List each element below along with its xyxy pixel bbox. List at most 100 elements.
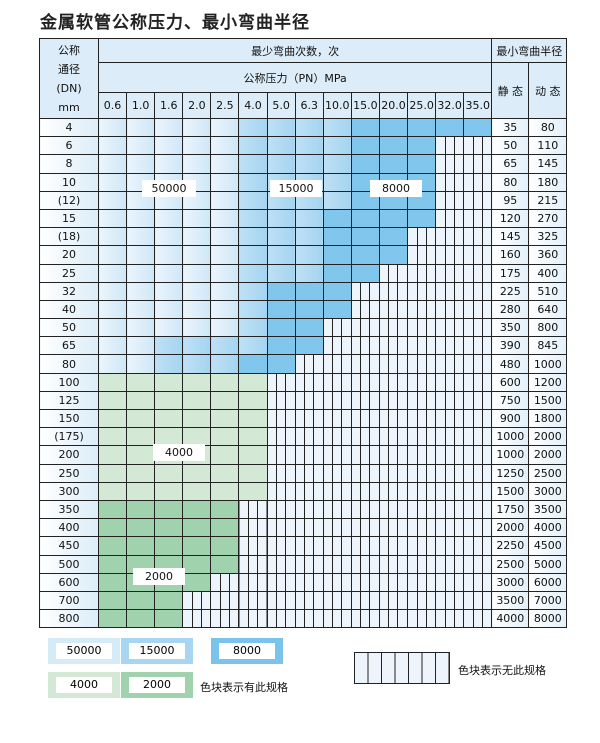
static-radius: 750 bbox=[491, 390, 530, 411]
no-spec-cell bbox=[407, 227, 437, 247]
no-spec-cell bbox=[294, 518, 324, 538]
spec-cell bbox=[182, 318, 212, 338]
region-label-2000: 2000 bbox=[133, 568, 185, 585]
dynamic-radius: 400 bbox=[528, 263, 568, 283]
spec-cell bbox=[126, 590, 156, 611]
static-radius: 1500 bbox=[491, 481, 530, 501]
no-spec-cell bbox=[322, 572, 352, 592]
table-row: 25 175 400 bbox=[39, 263, 568, 283]
dynamic-header: 动 态 bbox=[528, 62, 568, 119]
spec-cell bbox=[238, 154, 268, 174]
no-spec-cell bbox=[350, 481, 380, 501]
spec-cell bbox=[97, 117, 128, 138]
spec-cell bbox=[126, 609, 156, 629]
pressure-col-header: 5.0 bbox=[266, 92, 296, 119]
dynamic-radius: 80 bbox=[528, 117, 568, 138]
spec-cell bbox=[294, 117, 324, 138]
spec-cell bbox=[126, 136, 156, 156]
dynamic-radius: 270 bbox=[528, 208, 568, 229]
no-spec-cell bbox=[294, 554, 324, 574]
spec-cell bbox=[154, 281, 184, 301]
spec-cell bbox=[126, 408, 156, 429]
spec-cell bbox=[126, 299, 156, 320]
no-spec-cell bbox=[463, 572, 493, 592]
dn-cell: 65 bbox=[39, 336, 99, 356]
no-spec-cell bbox=[463, 536, 493, 556]
dynamic-radius: 360 bbox=[528, 245, 568, 265]
spec-cell bbox=[154, 336, 184, 356]
spec-cell bbox=[266, 318, 296, 338]
no-spec-cell bbox=[266, 554, 296, 574]
spec-cell bbox=[350, 263, 380, 283]
spec-cell bbox=[182, 554, 212, 574]
pressure-col-header: 0.6 bbox=[97, 92, 128, 119]
dn-cell: 20 bbox=[39, 245, 99, 265]
spec-cell bbox=[210, 208, 240, 229]
spec-cell bbox=[238, 136, 268, 156]
spec-cell bbox=[407, 117, 437, 138]
static-radius: 175 bbox=[491, 263, 530, 283]
spec-cell bbox=[154, 136, 184, 156]
no-spec-cell bbox=[435, 227, 465, 247]
no-spec-cell bbox=[210, 609, 240, 629]
no-spec-cell bbox=[407, 572, 437, 592]
no-spec-cell bbox=[463, 172, 493, 192]
spec-cell bbox=[126, 445, 156, 465]
spec-cell bbox=[322, 208, 352, 229]
spec-cell bbox=[266, 263, 296, 283]
spec-cell bbox=[97, 208, 128, 229]
no-spec-cell bbox=[407, 299, 437, 320]
spec-cell bbox=[210, 445, 240, 465]
no-spec-cell bbox=[378, 536, 409, 556]
no-spec-cell bbox=[378, 281, 409, 301]
spec-cell bbox=[266, 354, 296, 374]
table-row: (18) 145 325 bbox=[39, 227, 568, 247]
spec-cell bbox=[210, 518, 240, 538]
spec-cell bbox=[182, 136, 212, 156]
no-spec-cell bbox=[463, 208, 493, 229]
spec-cell bbox=[294, 281, 324, 301]
no-spec-cell bbox=[294, 390, 324, 411]
spec-cell bbox=[210, 536, 240, 556]
dn-header: 公称 通径 (DN) mm bbox=[39, 38, 99, 119]
no-spec-cell bbox=[435, 354, 465, 374]
no-spec-cell bbox=[266, 445, 296, 465]
spec-cell bbox=[97, 554, 128, 574]
no-spec-cell bbox=[407, 499, 437, 520]
no-spec-cell bbox=[350, 518, 380, 538]
spec-cell bbox=[182, 463, 212, 483]
no-spec-cell bbox=[378, 518, 409, 538]
no-spec-cell bbox=[435, 518, 465, 538]
dynamic-radius: 1500 bbox=[528, 390, 568, 411]
spec-cell bbox=[126, 390, 156, 411]
dn-cell: 300 bbox=[39, 481, 99, 501]
no-spec-cell bbox=[463, 463, 493, 483]
no-spec-cell bbox=[463, 372, 493, 392]
spec-cell bbox=[322, 245, 352, 265]
spec-cell bbox=[126, 518, 156, 538]
no-spec-cell bbox=[378, 408, 409, 429]
no-spec-cell bbox=[210, 590, 240, 611]
static-radius: 390 bbox=[491, 336, 530, 356]
static-radius: 145 bbox=[491, 227, 530, 247]
spec-cell bbox=[266, 117, 296, 138]
no-spec-cell bbox=[294, 445, 324, 465]
no-spec-cell bbox=[378, 427, 409, 447]
spec-cell bbox=[238, 481, 268, 501]
no-spec-cell bbox=[294, 536, 324, 556]
static-radius: 600 bbox=[491, 372, 530, 392]
no-spec-note: 色块表示无此规格 bbox=[458, 664, 546, 677]
no-spec-cell bbox=[238, 518, 268, 538]
spec-table: 公称 通径 (DN) mm 最少弯曲次数，次 最小弯曲半径 公称压力（PN）MPa 静 态动 … bbox=[39, 38, 568, 629]
no-spec-cell bbox=[407, 245, 437, 265]
no-spec-cell bbox=[378, 572, 409, 592]
no-spec-cell bbox=[463, 245, 493, 265]
spec-cell bbox=[294, 245, 324, 265]
spec-cell bbox=[210, 463, 240, 483]
no-spec-cell bbox=[463, 227, 493, 247]
legend-50000: 50000 bbox=[48, 638, 120, 664]
no-spec-cell bbox=[463, 408, 493, 429]
no-spec-cell bbox=[378, 609, 409, 629]
pressure-col-header: 15.0 bbox=[350, 92, 380, 119]
no-spec-cell bbox=[266, 427, 296, 447]
